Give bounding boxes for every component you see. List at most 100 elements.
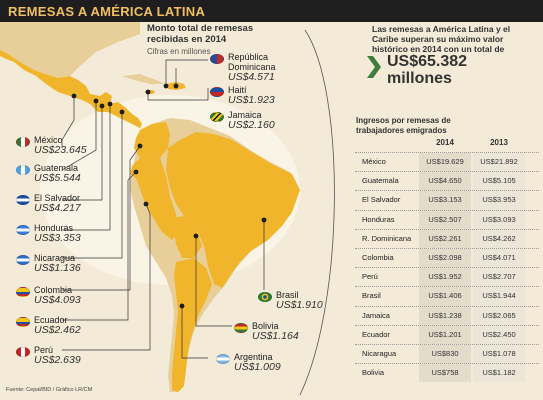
label-rep-dominicana-value: US$4.571 — [228, 71, 275, 83]
row-value-2014: US$1.952 — [419, 268, 471, 287]
table-row: México US$19.629 US$21.892 — [355, 152, 539, 172]
row-value-2014: US$1.406 — [419, 287, 471, 306]
row-value-2013: US$1.078 — [473, 344, 525, 364]
label-peru-value: US$2.639 — [34, 354, 81, 366]
map-subtitle-line2: recibidas en 2014 — [147, 33, 227, 45]
row-value-2013: US$5.105 — [473, 172, 525, 191]
dot-ecuador — [133, 169, 139, 175]
row-value-2014: US$758 — [419, 364, 471, 383]
label-peru-name: Perú — [34, 345, 54, 355]
colombia-shape — [134, 122, 170, 162]
label-brasil-name: Brasil — [276, 290, 299, 300]
label-peru: Perú US$2.639 — [16, 345, 81, 366]
row-value-2013: US$21.892 — [473, 153, 525, 172]
row-value-2014: US$2.098 — [419, 248, 471, 268]
row-value-2013: US$1.944 — [473, 287, 525, 306]
peru-flag-icon — [16, 347, 30, 357]
peru-shape — [136, 158, 180, 240]
label-honduras: Honduras US$3.353 — [16, 223, 81, 244]
leader-lines — [61, 59, 265, 359]
label-nicaragua-value: US$1.136 — [34, 262, 81, 274]
latin-america-map — [0, 22, 335, 396]
jamaica-flag-icon — [210, 112, 224, 122]
label-haiti: Haití US$1.923 — [210, 85, 275, 106]
label-rep-dominicana-name2: Dominicana — [228, 62, 276, 72]
row-value-2013: US$3.093 — [473, 210, 525, 229]
label-el-salvador-name: El Salvador — [34, 193, 81, 203]
label-mexico-value: US$23.645 — [34, 144, 87, 156]
row-country: Perú — [362, 272, 378, 282]
table-title-line1: Ingresos por remesas de — [356, 116, 451, 125]
bolivia-shape — [172, 216, 202, 258]
label-el-salvador-value: US$4.217 — [34, 202, 81, 214]
label-argentina: Argentina US$1.009 — [216, 352, 281, 373]
remittances-table: 2014 2013 México US$19.629 US$21.892 Guate… — [355, 138, 539, 383]
label-bolivia-value: US$1.164 — [252, 330, 299, 342]
row-country: Brasil — [362, 291, 381, 301]
table-row: Brasil US$1.406 US$1.944 — [355, 286, 539, 306]
chevron-right-icon — [367, 56, 381, 78]
brazil-flag-icon — [258, 292, 272, 302]
table-row: Nicaragua US$830 US$1.078 — [355, 343, 539, 364]
table-row: Ecuador US$1.201 US$2.450 — [355, 324, 539, 344]
map-subtitle-line1: Monto total de remesas — [147, 23, 254, 34]
dot-nicaragua — [119, 109, 125, 115]
table-row: El Salvador US$3.153 US$3.953 — [355, 190, 539, 210]
row-value-2014: US$1.238 — [419, 306, 471, 325]
label-mexico-name: México — [34, 135, 63, 145]
row-value-2013: US$4.262 — [473, 229, 525, 248]
label-ecuador-value: US$2.462 — [34, 324, 81, 336]
total-amount: US$65.382 millones — [387, 53, 537, 87]
central-america-shape — [90, 102, 142, 128]
header-bar: REMESAS A AMÉRICA LATINA — [0, 0, 543, 22]
dot-guatemala — [93, 98, 99, 104]
table-row: Perú US$1.952 US$2.707 — [355, 267, 539, 287]
row-value-2013: US$2.450 — [473, 325, 525, 344]
row-country: Bolivia — [362, 368, 385, 378]
bolivia-flag-icon — [234, 323, 248, 333]
label-nicaragua-name: Nicaragua — [34, 253, 76, 263]
row-country: Ecuador — [362, 329, 390, 339]
row-value-2013: US$4.071 — [473, 248, 525, 268]
source-note: Fuente: Cepal/BID / Gráfico LR/CM — [6, 387, 93, 393]
cuba-shape — [122, 74, 166, 84]
honduras-flag-icon — [16, 225, 30, 235]
col-header-2013: 2013 — [490, 138, 508, 147]
dot-argentina — [179, 303, 185, 309]
label-ecuador: Ecuador US$2.462 — [16, 315, 81, 336]
usa-shape — [0, 22, 140, 78]
col-header-2014: 2014 — [436, 138, 454, 147]
label-nicaragua: Nicaragua US$1.136 — [16, 253, 81, 274]
label-argentina-name: Argentina — [234, 352, 273, 362]
argentina-flag-icon — [216, 354, 230, 364]
total-amount-unit: millones — [387, 70, 452, 87]
intro-text: Las remesas a América Latina y el Caribe… — [372, 24, 511, 54]
map-subtitle-note: Cifras en millones — [147, 47, 211, 56]
row-value-2014: US$3.153 — [419, 191, 471, 210]
label-guatemala: Guatemala US$5.544 — [16, 163, 81, 184]
dot-bolivia — [193, 233, 199, 239]
dot-mexico — [71, 93, 77, 99]
row-value-2014: US$830 — [419, 344, 471, 364]
el-salvador-flag-icon — [16, 195, 30, 205]
label-jamaica-value: US$2.160 — [228, 119, 275, 131]
row-value-2014: US$2.261 — [419, 229, 471, 248]
label-ecuador-name: Ecuador — [34, 315, 68, 325]
row-value-2013: US$2.707 — [473, 268, 525, 287]
label-honduras-name: Honduras — [34, 223, 74, 233]
label-brasil-value: US$1.910 — [276, 299, 323, 311]
mexico-shape — [0, 50, 112, 108]
divider-arc — [299, 29, 335, 396]
row-value-2013: US$2.065 — [473, 306, 525, 325]
dot-brasil — [261, 217, 267, 223]
table-title-line2: trabajadores emigrados — [356, 125, 447, 135]
page-title: REMESAS A AMÉRICA LATINA — [8, 4, 206, 19]
dot-peru — [143, 201, 149, 207]
row-country: Honduras — [362, 214, 395, 224]
haiti-flag-icon — [210, 87, 224, 97]
row-value-2014: US$1.201 — [419, 325, 471, 344]
label-rep-dominicana-name1: República — [228, 52, 269, 62]
row-country: El Salvador — [362, 195, 401, 205]
row-value-2014: US$2.507 — [419, 210, 471, 229]
